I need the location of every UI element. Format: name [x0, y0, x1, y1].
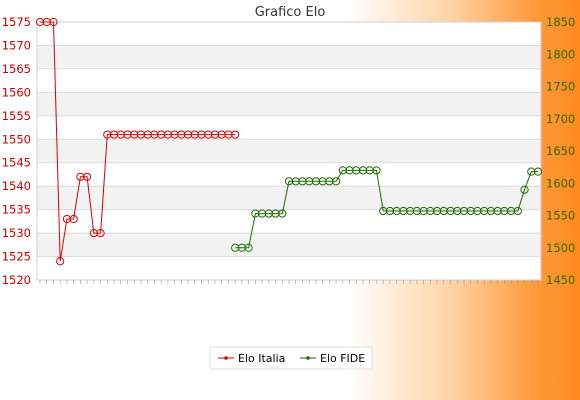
left-tick-label: 1550: [2, 132, 31, 146]
left-tick-label: 1565: [2, 62, 31, 76]
right-tick-label: 1650: [546, 144, 575, 158]
data-point: [513, 206, 522, 216]
data-point: [231, 130, 240, 139]
data-point: [278, 209, 287, 218]
right-tick-label: 1550: [546, 209, 575, 223]
chart-title: Grafico Elo: [255, 5, 326, 20]
grid-band: [37, 92, 541, 116]
legend-marker: [306, 356, 310, 360]
data-point: [244, 243, 253, 252]
legend: Elo Italia Elo FIDE: [209, 346, 373, 370]
data-point: [520, 185, 529, 194]
data-point: [332, 177, 341, 186]
legend-label: Elo FIDE: [320, 352, 365, 365]
left-tick-label: 1575: [2, 15, 31, 29]
left-tick-label: 1535: [2, 203, 31, 217]
data-point: [83, 172, 92, 181]
left-tick-label: 1545: [2, 156, 31, 170]
right-tick-label: 1500: [546, 241, 575, 255]
grid-band: [37, 139, 541, 163]
legend-label: Elo Italia: [238, 352, 285, 365]
right-tick-label: 1700: [546, 112, 575, 126]
right-tick-label: 1600: [546, 176, 575, 190]
left-tick-label: 1555: [2, 109, 31, 123]
left-tick-label: 1525: [2, 250, 31, 264]
left-tick-label: 1520: [2, 273, 31, 287]
right-tick-label: 1450: [546, 273, 575, 287]
legend-marker: [224, 356, 228, 360]
right-tick-label: 1750: [546, 80, 575, 94]
data-point: [533, 167, 543, 176]
left-tick-label: 1540: [2, 179, 31, 193]
data-point: [49, 17, 58, 27]
data-point: [56, 257, 65, 266]
left-tick-label: 1560: [2, 85, 31, 99]
left-tick-label: 1530: [2, 226, 31, 240]
right-tick-label: 1850: [546, 15, 575, 29]
data-point: [96, 228, 105, 238]
right-tick-label: 1800: [546, 47, 575, 61]
legend-box: [209, 346, 373, 370]
grid-band: [37, 45, 541, 69]
grid-band: [37, 186, 541, 210]
data-point: [372, 166, 381, 175]
grid-band: [37, 233, 541, 257]
left-tick-label: 1570: [2, 38, 31, 52]
data-point: [69, 214, 78, 224]
